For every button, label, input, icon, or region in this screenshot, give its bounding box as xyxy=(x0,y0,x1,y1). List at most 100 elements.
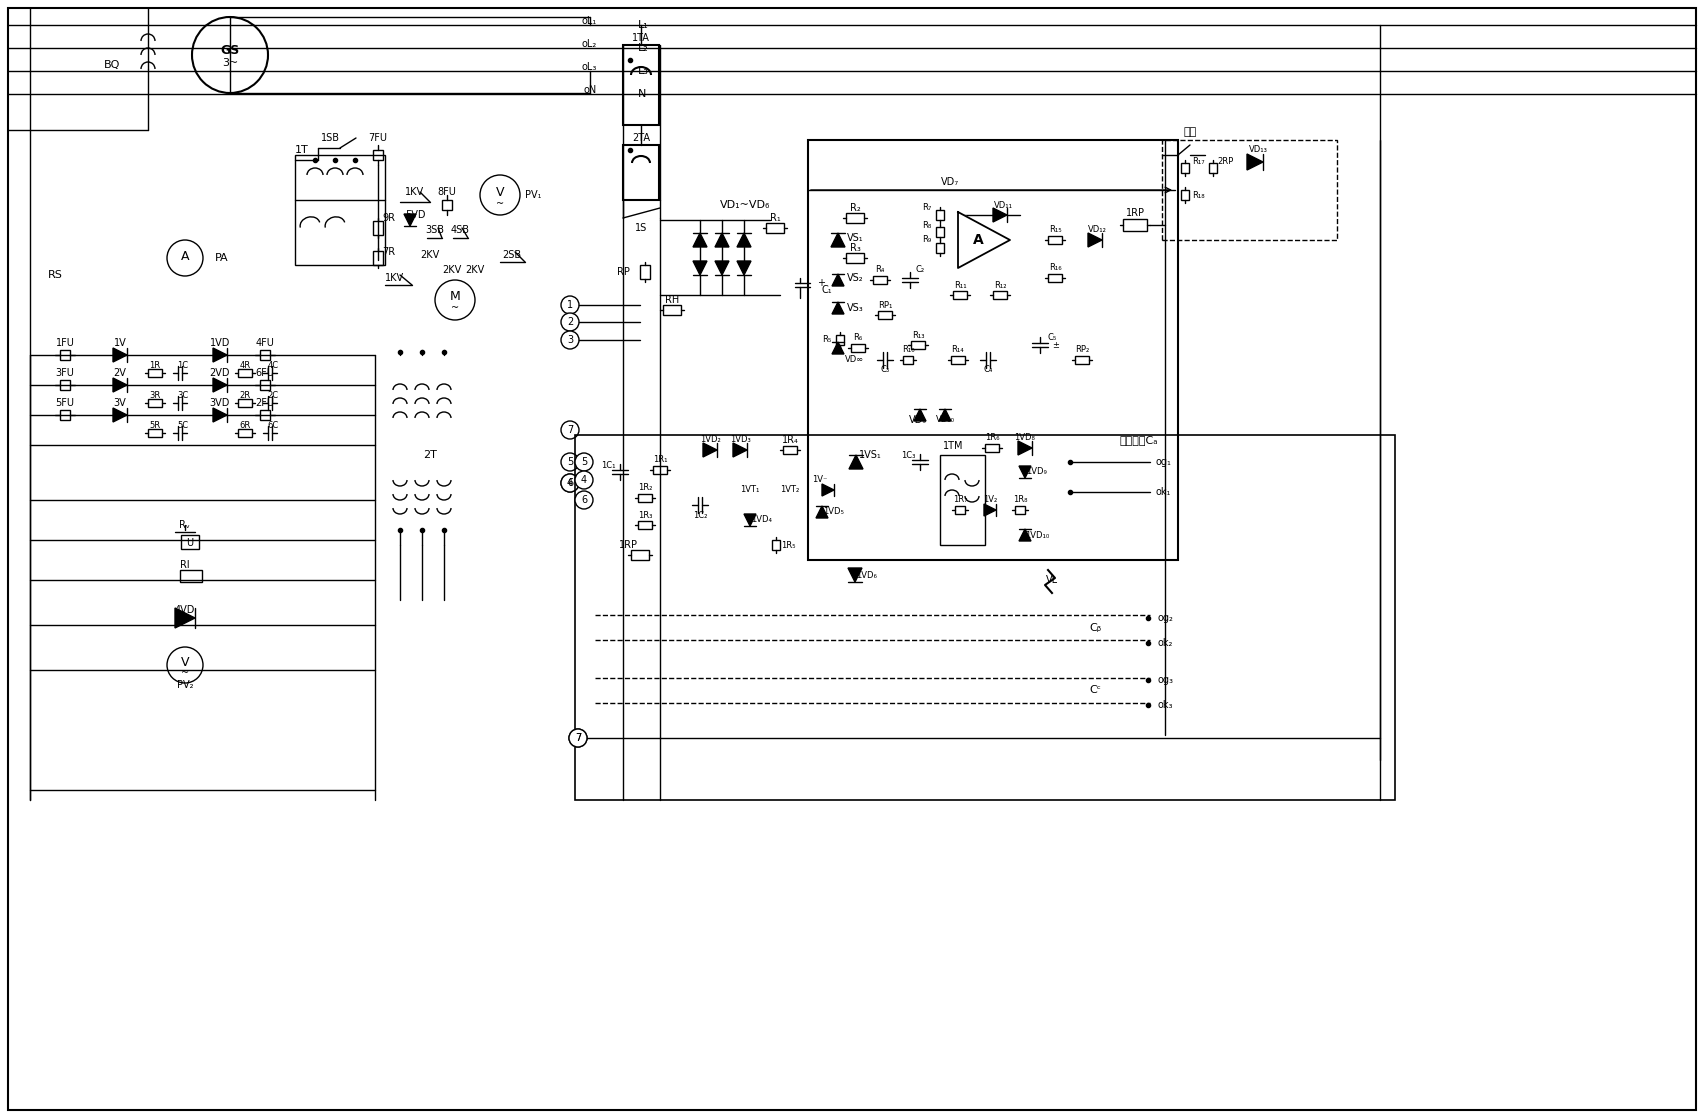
Text: 1C₁: 1C₁ xyxy=(602,461,615,470)
Bar xyxy=(261,350,269,360)
Text: 2KV: 2KV xyxy=(443,265,462,275)
Polygon shape xyxy=(112,348,128,362)
Bar xyxy=(784,446,797,454)
Bar xyxy=(637,494,653,502)
Text: 1RP: 1RP xyxy=(1126,208,1145,218)
Polygon shape xyxy=(849,568,862,582)
Polygon shape xyxy=(1087,233,1102,247)
Text: 5R: 5R xyxy=(150,420,160,429)
Text: 1C: 1C xyxy=(177,360,189,370)
Bar xyxy=(637,521,653,529)
Polygon shape xyxy=(704,443,717,457)
Text: 1R₈: 1R₈ xyxy=(1012,495,1028,504)
Polygon shape xyxy=(832,342,843,354)
Bar xyxy=(1048,236,1062,244)
Text: 自动: 自动 xyxy=(1183,127,1196,138)
Bar xyxy=(653,466,666,474)
Text: VD₁₃: VD₁₃ xyxy=(1249,145,1268,154)
Text: +: + xyxy=(816,278,825,288)
Text: ~: ~ xyxy=(452,303,458,313)
Text: 1VD₄: 1VD₄ xyxy=(751,515,772,524)
Text: 3C: 3C xyxy=(177,390,189,399)
Polygon shape xyxy=(716,260,729,275)
Bar xyxy=(935,227,944,237)
Text: og₂: og₂ xyxy=(1159,613,1174,623)
Text: ok₃: ok₃ xyxy=(1159,700,1174,710)
Text: VL: VL xyxy=(1046,575,1058,585)
Text: 1TM: 1TM xyxy=(942,440,963,451)
Text: 6FU: 6FU xyxy=(256,368,274,378)
Polygon shape xyxy=(1017,440,1033,455)
Text: 4FU: 4FU xyxy=(256,338,274,348)
Text: 2V: 2V xyxy=(114,368,126,378)
Bar xyxy=(951,356,964,364)
Text: C₃: C₃ xyxy=(881,366,889,375)
Text: 7: 7 xyxy=(567,425,573,435)
Text: 1R₆: 1R₆ xyxy=(985,434,999,443)
Bar xyxy=(845,253,864,263)
Bar xyxy=(954,506,964,514)
Text: 5FU: 5FU xyxy=(56,398,75,408)
Polygon shape xyxy=(733,443,746,457)
Text: 7R: 7R xyxy=(382,247,395,257)
Bar xyxy=(239,399,252,407)
Text: RP₂: RP₂ xyxy=(1075,345,1089,354)
Text: 6R: 6R xyxy=(239,420,250,429)
Circle shape xyxy=(574,453,593,471)
Text: 1R₂: 1R₂ xyxy=(637,483,653,493)
Text: L₂: L₂ xyxy=(637,42,649,53)
Bar xyxy=(239,429,252,437)
Text: R₁: R₁ xyxy=(770,214,780,222)
Text: 3R: 3R xyxy=(150,390,160,399)
Text: R₁₆: R₁₆ xyxy=(1048,264,1062,273)
Text: 1T: 1T xyxy=(295,145,308,155)
Text: 1SB: 1SB xyxy=(320,133,339,143)
Polygon shape xyxy=(816,506,828,518)
Polygon shape xyxy=(832,233,845,247)
Polygon shape xyxy=(176,608,194,628)
Bar xyxy=(373,221,383,235)
Circle shape xyxy=(167,240,203,276)
Text: R₇: R₇ xyxy=(922,203,932,212)
Text: 3V: 3V xyxy=(114,398,126,408)
Text: Rl: Rl xyxy=(181,560,189,570)
Bar xyxy=(935,210,944,220)
Text: 2TA: 2TA xyxy=(632,133,649,143)
Text: VD₁~VD₆: VD₁~VD₆ xyxy=(721,200,770,210)
Polygon shape xyxy=(939,409,951,421)
Circle shape xyxy=(569,729,586,747)
Text: 1VT₂: 1VT₂ xyxy=(780,485,799,494)
Text: R₁₂: R₁₂ xyxy=(993,281,1007,290)
Circle shape xyxy=(167,647,203,683)
Text: PV₂: PV₂ xyxy=(177,680,193,690)
Bar xyxy=(837,335,843,345)
Polygon shape xyxy=(1019,529,1031,541)
Text: U: U xyxy=(186,538,194,548)
Text: VD₉: VD₉ xyxy=(908,415,927,425)
Text: VS₃: VS₃ xyxy=(847,303,864,313)
Text: 1VS₁: 1VS₁ xyxy=(859,451,881,459)
Text: 6: 6 xyxy=(567,479,573,487)
Polygon shape xyxy=(913,409,925,421)
Text: 1VD₉: 1VD₉ xyxy=(1026,467,1048,476)
Text: 2VD: 2VD xyxy=(210,368,230,378)
Text: R₅: R₅ xyxy=(823,335,832,344)
Text: C₂: C₂ xyxy=(915,265,925,275)
Bar xyxy=(630,550,649,560)
Text: R₃: R₃ xyxy=(850,243,861,253)
Text: 1C₂: 1C₂ xyxy=(694,511,707,520)
Circle shape xyxy=(574,471,593,489)
Bar xyxy=(624,145,659,200)
Text: og₁: og₁ xyxy=(1155,457,1171,467)
Bar xyxy=(1075,356,1089,364)
Text: 1VD₃: 1VD₃ xyxy=(729,436,750,445)
Text: 7FU: 7FU xyxy=(368,133,387,143)
Text: 2T: 2T xyxy=(423,451,436,459)
Text: 2KV: 2KV xyxy=(465,265,484,275)
Text: PV₁: PV₁ xyxy=(525,190,542,200)
Circle shape xyxy=(561,474,579,492)
Text: 7: 7 xyxy=(574,733,581,743)
Text: 2: 2 xyxy=(567,318,573,326)
Text: og₃: og₃ xyxy=(1159,675,1174,685)
Bar xyxy=(239,369,252,377)
